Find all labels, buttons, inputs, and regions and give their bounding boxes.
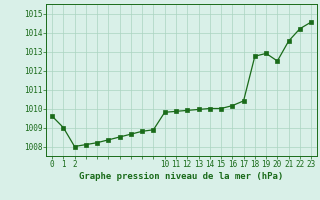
X-axis label: Graphe pression niveau de la mer (hPa): Graphe pression niveau de la mer (hPa) <box>79 172 284 181</box>
